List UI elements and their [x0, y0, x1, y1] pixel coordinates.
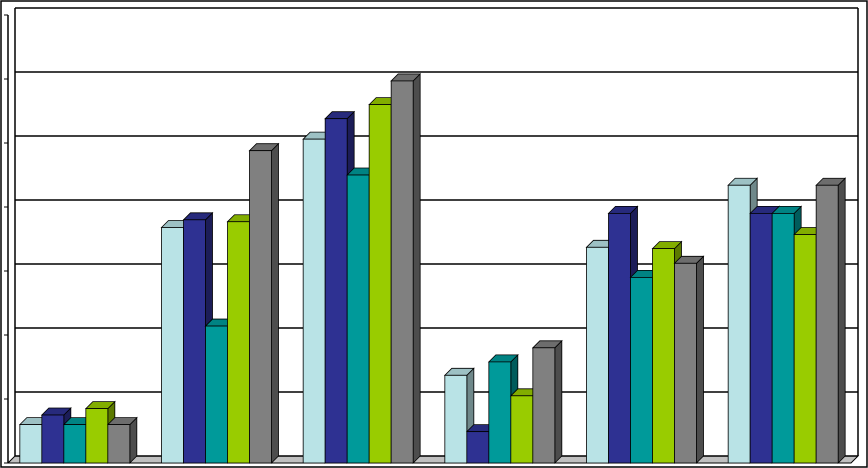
bar-side — [271, 142, 279, 464]
bar — [674, 262, 697, 464]
bar — [183, 219, 206, 464]
bar — [488, 361, 512, 464]
bar — [368, 104, 392, 464]
bar-side — [412, 72, 421, 464]
bar-side — [837, 177, 846, 464]
bar — [510, 395, 534, 464]
bar — [324, 118, 348, 464]
bar-side — [554, 339, 563, 464]
bar — [19, 424, 43, 464]
bar — [608, 212, 631, 464]
bar — [793, 234, 817, 464]
bar — [227, 221, 250, 464]
bar — [205, 325, 228, 464]
bar — [652, 248, 675, 464]
bar — [63, 424, 87, 464]
bar — [815, 184, 839, 464]
bar — [532, 347, 556, 464]
bar-side — [696, 255, 704, 464]
bar — [346, 174, 370, 464]
bar — [249, 150, 272, 464]
bar — [630, 276, 653, 464]
bar — [749, 212, 773, 464]
bar — [107, 424, 131, 464]
bar — [771, 212, 795, 464]
bar — [444, 374, 468, 464]
bar — [161, 227, 184, 464]
bar — [41, 414, 65, 464]
bar — [466, 431, 490, 464]
bar — [586, 246, 609, 464]
bar — [85, 408, 109, 464]
bar — [390, 80, 414, 464]
bar-side — [129, 416, 138, 464]
bar — [727, 184, 751, 464]
bar — [302, 138, 326, 464]
